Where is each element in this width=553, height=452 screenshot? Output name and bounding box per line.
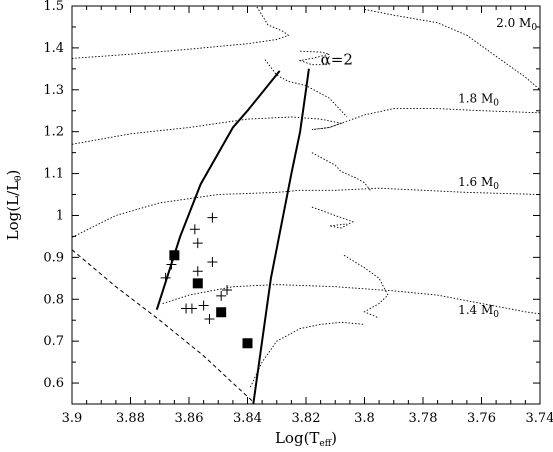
y-tick-label: 1.5: [43, 0, 64, 14]
track-1.8-b-curve: [264, 59, 348, 118]
observed-star-plus: [192, 266, 203, 277]
track-1.6-curve: [72, 187, 540, 238]
y-tick-label: 1.3: [43, 83, 64, 98]
x-tick-label: 3.8: [354, 411, 375, 426]
x-tick-label: 3.82: [292, 411, 321, 426]
observed-star-plus: [216, 290, 227, 301]
y-tick-label: 0.6: [43, 376, 64, 391]
observed-star-square: [242, 338, 253, 349]
track-1.6-c-curve: [311, 206, 354, 229]
observed-star-plus: [222, 285, 233, 296]
mass-track-label: 2.0 M0: [496, 16, 537, 33]
x-tick-label: 3.74: [526, 411, 553, 426]
annotations-layer: 2.0 M0 1.8 M0 1.6 M0 1.4 M0 α=2: [321, 16, 538, 320]
observed-star-plus: [204, 313, 215, 324]
track-1.4-curve: [162, 284, 540, 315]
axis-tick-labels: 3.9 3.88 3.86 3.84 3.82 3.8 3.78 3.76 3.74 0.6 0.7…: [43, 0, 553, 426]
plot-frame: [71, 5, 541, 405]
red-edge-curve: [252, 68, 310, 404]
observed-star-plus: [207, 256, 218, 267]
observed-star-plus: [192, 238, 203, 249]
observed-star-square: [216, 307, 227, 318]
x-tick-label: 3.9: [62, 411, 83, 426]
plot-border: [71, 5, 541, 405]
observed-star-plus: [160, 272, 171, 283]
track-1.6-b-curve: [311, 152, 371, 191]
curves-layer: [72, 6, 540, 404]
blue-edge-curve: [155, 70, 281, 311]
y-tick-label: 1.2: [43, 125, 64, 140]
y-tick-label: 0.8: [43, 292, 64, 307]
y-tick-label: 1.1: [43, 167, 64, 182]
x-tick-label: 3.88: [116, 411, 145, 426]
observed-star-plus: [166, 259, 177, 270]
y-tick-label: 1.4: [43, 41, 64, 56]
observed-star-plus: [198, 300, 209, 311]
track-2.0-hook-curve: [298, 50, 330, 66]
y-tick-label: 0.7: [43, 334, 64, 349]
markers-layer: [160, 212, 253, 349]
mass-track-label: α=2: [321, 51, 353, 69]
track-2.0-tail-curve: [364, 8, 540, 91]
observed-star-plus: [189, 224, 200, 235]
observed-star-plus: [181, 303, 192, 314]
axis-ticks: [71, 5, 541, 405]
mass-track-label: 1.8 M0: [458, 91, 499, 108]
x-tick-label: 3.78: [409, 411, 438, 426]
track-1.4-c-curve: [249, 321, 365, 388]
mass-track-label: 1.4 M0: [458, 303, 499, 320]
track-2.0-curve: [72, 6, 290, 59]
y-tick-label: 0.9: [43, 250, 64, 265]
x-axis-label: Log(Teff): [275, 429, 337, 449]
x-tick-label: 3.86: [175, 411, 204, 426]
track-1.8-curve: [72, 108, 540, 145]
x-tick-label: 3.76: [467, 411, 496, 426]
track-1.4-b-curve: [343, 254, 389, 319]
y-axis-label: Log(L/Lθ): [4, 170, 24, 241]
y-tick-label: 1: [56, 208, 64, 223]
zams-curve: [72, 249, 254, 403]
observed-star-plus: [207, 212, 218, 223]
x-tick-label: 3.84: [233, 411, 262, 426]
mass-track-label: 1.6 M0: [458, 175, 499, 192]
observed-star-square: [169, 250, 180, 261]
observed-star-square: [192, 278, 203, 289]
